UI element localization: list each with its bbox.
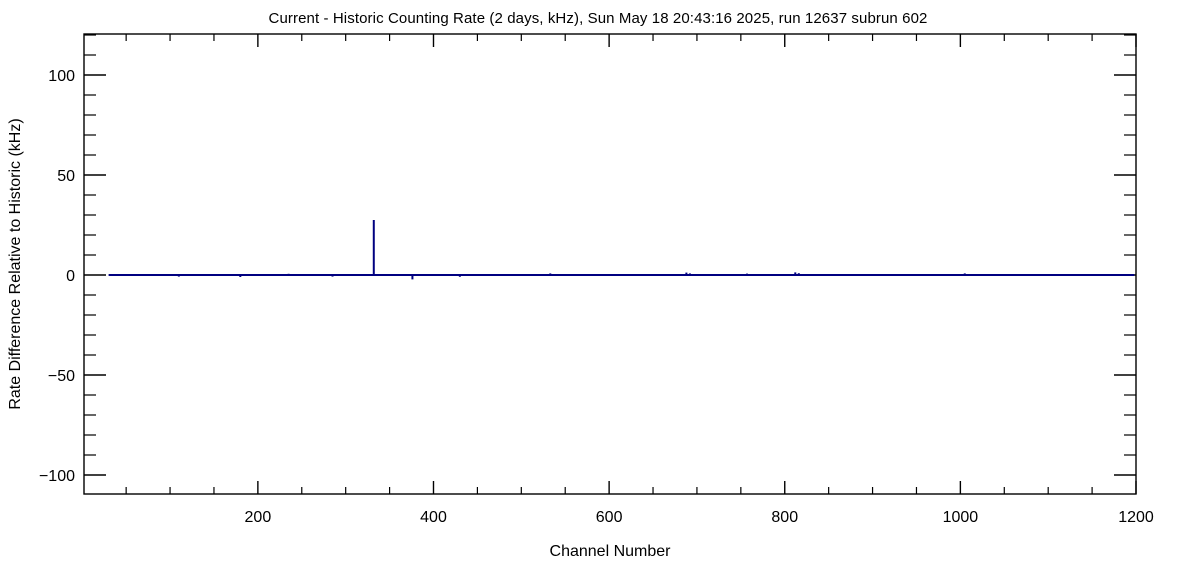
x-tick-label: 1000	[943, 509, 979, 526]
x-axis-major-ticks	[257, 34, 1137, 494]
y-axis-tick-labels: −100 −50 0 50 100	[39, 68, 75, 485]
data-series-group	[108, 220, 1135, 280]
y-axis-minor-ticks	[84, 34, 1136, 456]
plot-frame	[83, 33, 1137, 495]
x-tick-label: 400	[420, 509, 447, 526]
x-axis-tick-labels: 200 400 600 800 1000 1200	[245, 509, 1154, 526]
y-tick-label: −50	[48, 368, 75, 385]
x-tick-label: 200	[245, 509, 272, 526]
x-axis-title: Channel Number	[550, 543, 672, 560]
x-tick-label: 1200	[1118, 509, 1154, 526]
x-tick-label: 800	[771, 509, 798, 526]
x-tick-label: 600	[596, 509, 623, 526]
y-tick-label: 0	[66, 268, 75, 285]
chart-title: Current - Historic Counting Rate (2 days…	[268, 10, 928, 27]
y-tick-label: 50	[57, 168, 75, 185]
y-tick-label: −100	[39, 468, 75, 485]
y-axis-title: Rate Difference Relative to Historic (kH…	[7, 118, 24, 409]
x-axis-minor-ticks	[125, 34, 1093, 494]
y-tick-label: 100	[48, 68, 75, 85]
